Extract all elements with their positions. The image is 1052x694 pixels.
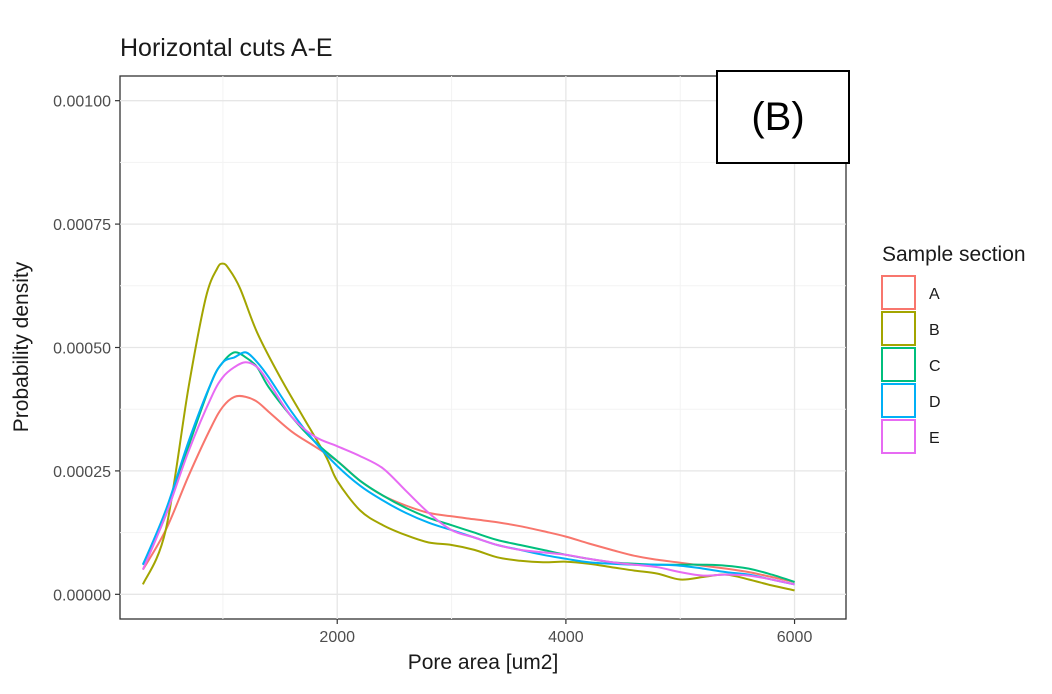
legend-key-e xyxy=(881,419,916,454)
y-tick-label: 0.00000 xyxy=(53,587,111,604)
panel-label-text: (B) xyxy=(751,95,804,139)
y-tick-label: 0.00100 xyxy=(53,94,111,111)
legend-label-c: C xyxy=(929,358,941,375)
legend-key-d xyxy=(881,383,916,418)
legend-label-d: D xyxy=(929,394,941,411)
legend-items: A B C D E xyxy=(881,275,941,454)
legend-label-a: A xyxy=(929,286,940,303)
y-axis-title: Probability density xyxy=(10,261,33,432)
legend: Sample section A B C D E xyxy=(881,243,1026,454)
y-tick-label: 0.00025 xyxy=(53,464,111,481)
series-line-e xyxy=(141,361,795,586)
x-axis-ticks: 2000 4000 6000 xyxy=(319,619,812,646)
series-lines xyxy=(141,262,795,592)
series-line-b xyxy=(141,262,795,592)
panel-label: (B) xyxy=(716,70,850,164)
x-tick-label: 6000 xyxy=(777,629,813,646)
series-line-a xyxy=(142,394,795,583)
legend-label-e: E xyxy=(929,430,940,447)
x-tick-label: 2000 xyxy=(319,629,355,646)
y-tick-label: 0.00050 xyxy=(53,341,111,358)
legend-label-b: B xyxy=(929,322,940,339)
legend-key-b xyxy=(881,311,916,346)
y-tick-label: 0.00075 xyxy=(53,217,111,234)
series-line-d xyxy=(141,351,795,586)
legend-key-c xyxy=(881,347,916,382)
x-axis-title: Pore area [um2] xyxy=(408,651,559,674)
legend-title: Sample section xyxy=(882,243,1026,266)
panel-label-box xyxy=(716,70,850,164)
x-tick-label: 4000 xyxy=(548,629,584,646)
y-axis-ticks: 0.00000 0.00025 0.00050 0.00075 0.00100 xyxy=(53,94,120,604)
legend-key-a xyxy=(881,275,916,310)
chart-title: Horizontal cuts A-E xyxy=(120,34,333,62)
